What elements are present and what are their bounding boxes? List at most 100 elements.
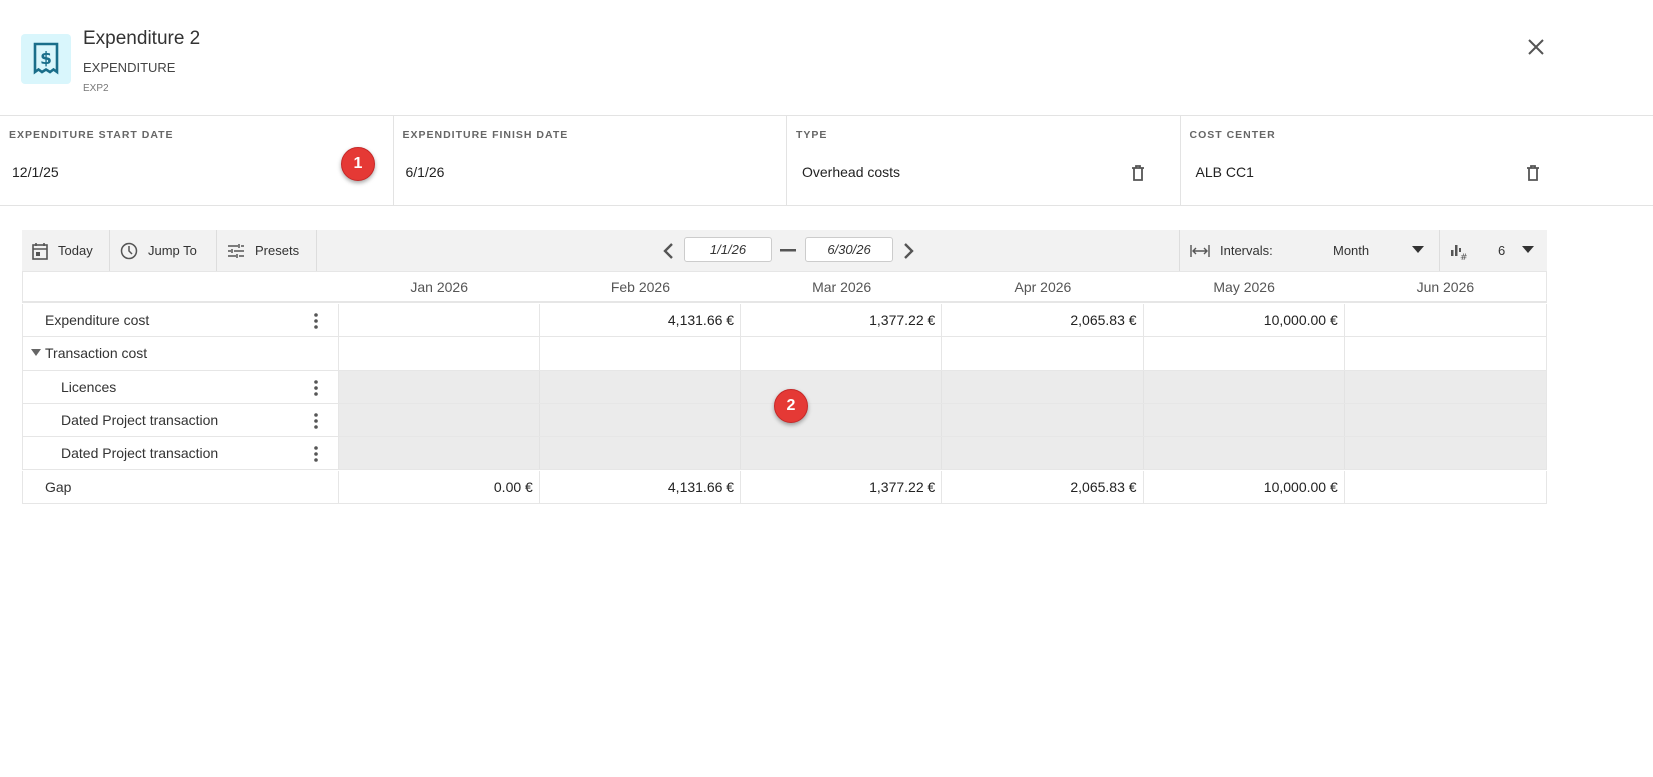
value-cell[interactable] — [339, 304, 540, 337]
value-cell[interactable] — [741, 337, 943, 370]
jump-to-button[interactable]: Jump To — [110, 230, 217, 271]
value-cell[interactable] — [338, 437, 540, 470]
page-title: Expenditure 2 — [83, 28, 201, 49]
field-value[interactable]: 6/1/26 — [405, 164, 445, 180]
intervals-select[interactable]: Intervals: Month — [1179, 230, 1440, 271]
row-label-cell: Licences — [23, 370, 339, 403]
header-spacer — [23, 272, 339, 301]
value-cell[interactable] — [1143, 403, 1345, 437]
row-label: Gap — [45, 478, 72, 495]
field-value[interactable]: Overhead costs — [802, 164, 901, 180]
value-cell[interactable] — [1144, 337, 1345, 370]
row-label: Transaction cost — [45, 345, 148, 362]
cost-center-field[interactable]: COST CENTER ALB CC1 — [1181, 116, 1653, 205]
today-label: Today — [58, 243, 93, 258]
row-label: Expenditure cost — [45, 312, 150, 329]
table-row: Expenditure cost 4,131.66 €1,377.22 €2,06… — [22, 304, 1547, 338]
field-value[interactable]: ALB CC1 — [1195, 164, 1254, 180]
more-options-icon[interactable] — [313, 379, 318, 396]
interval-width-icon — [1190, 244, 1210, 257]
table-row: Dated Project transaction — [22, 403, 1547, 438]
annotation-badge: 2 — [774, 389, 808, 423]
value-cell[interactable]: 2,065.83 € — [942, 470, 1144, 503]
start-date-field[interactable]: EXPENDITURE START DATE 12/1/25 — [0, 116, 394, 205]
value-cell[interactable] — [942, 437, 1144, 470]
value-cell[interactable] — [338, 403, 540, 437]
value-cell[interactable]: 4,131.66 € — [540, 470, 742, 503]
value-cell[interactable] — [338, 370, 540, 403]
month-header: Apr 2026 — [1014, 278, 1072, 295]
month-header: Feb 2026 — [610, 278, 671, 295]
field-label: EXPENDITURE FINISH DATE — [402, 129, 569, 141]
row-label-cell: Dated Project transaction — [23, 437, 339, 470]
value-cell[interactable] — [1143, 370, 1345, 403]
value-cell[interactable]: 1,377.22 € — [741, 304, 943, 337]
value-cell[interactable] — [1143, 437, 1345, 470]
jump-to-label: Jump To — [148, 243, 197, 258]
caret-down-icon[interactable] — [31, 349, 41, 357]
value-cell[interactable]: 1,377.22 € — [741, 470, 943, 503]
more-options-icon[interactable] — [313, 446, 318, 462]
today-button[interactable]: Today — [22, 230, 110, 271]
field-label: TYPE — [796, 129, 828, 141]
value-cell[interactable] — [1344, 370, 1547, 403]
svg-text:#: # — [1460, 253, 1468, 260]
caret-down-icon — [1412, 246, 1424, 253]
column-count-icon: # — [1451, 244, 1468, 260]
value-cell[interactable] — [539, 403, 742, 437]
header: $ Expenditure 2 EXPENDITURE EXP2 — [0, 0, 1653, 116]
value-cell[interactable]: 2,065.83 € — [942, 304, 1144, 337]
row-label-cell[interactable]: Transaction cost — [23, 337, 339, 370]
value-cell[interactable] — [1345, 337, 1546, 369]
value-cell[interactable] — [339, 337, 540, 370]
receipt-dollar-icon: $ — [21, 34, 71, 84]
value-cell[interactable] — [1345, 471, 1546, 503]
value-cell[interactable] — [942, 337, 1144, 370]
trash-icon[interactable] — [1525, 164, 1541, 182]
value-cell[interactable]: 10,000.00 € — [1144, 470, 1345, 503]
month-header: Jun 2026 — [1416, 278, 1475, 295]
presets-button[interactable]: Presets — [217, 230, 317, 271]
value-cell[interactable] — [741, 403, 943, 437]
value-cell[interactable] — [741, 437, 943, 470]
value-cell[interactable]: 10,000.00 € — [1144, 304, 1345, 337]
close-icon[interactable] — [1525, 36, 1547, 58]
table-row: Transaction cost — [22, 337, 1547, 371]
presets-label: Presets — [255, 243, 300, 258]
value-cell[interactable] — [539, 370, 742, 403]
svg-text:$: $ — [40, 49, 52, 69]
annotation-badge: 1 — [341, 147, 375, 181]
value-cell[interactable] — [1344, 437, 1547, 470]
value-cell[interactable]: 0.00 € — [339, 470, 540, 503]
value-cell[interactable]: 4,131.66 € — [540, 304, 742, 337]
more-options-icon[interactable] — [313, 313, 318, 329]
fields-row: EXPENDITURE START DATE 12/1/25 EXPENDITU… — [0, 116, 1653, 206]
row-label-cell: Expenditure cost — [23, 304, 339, 337]
chevron-left-icon[interactable] — [662, 242, 674, 260]
type-field[interactable]: TYPE Overhead costs — [787, 116, 1181, 205]
entity-type: EXPENDITURE — [83, 60, 176, 75]
value-cell[interactable] — [741, 370, 943, 403]
value-cell[interactable] — [1345, 304, 1546, 336]
calendar-icon — [32, 242, 48, 260]
value-cell[interactable] — [942, 370, 1144, 403]
more-options-icon[interactable] — [313, 413, 318, 429]
table-row: Gap 0.00 €4,131.66 €1,377.22 €2,065.83 €1… — [22, 470, 1547, 504]
caret-down-icon — [1522, 246, 1534, 253]
value-cell[interactable] — [540, 337, 742, 370]
range-dash — [780, 249, 796, 252]
month-header: Jan 2026 — [410, 278, 468, 295]
range-start-input[interactable]: 1/1/26 — [684, 237, 772, 262]
value-cell[interactable] — [539, 437, 742, 470]
trash-icon[interactable] — [1130, 164, 1146, 182]
range-end-input[interactable]: 6/30/26 — [805, 237, 893, 262]
finish-date-field[interactable]: EXPENDITURE FINISH DATE 6/1/26 — [394, 116, 787, 205]
value-cell[interactable] — [942, 403, 1144, 437]
field-value[interactable]: 12/1/25 — [12, 164, 59, 180]
row-label: Licences — [61, 378, 117, 395]
chevron-right-icon[interactable] — [903, 242, 915, 260]
field-label: COST CENTER — [1189, 129, 1276, 141]
row-label-cell: Dated Project transaction — [23, 403, 339, 437]
count-select[interactable]: # 6 — [1440, 230, 1547, 271]
value-cell[interactable] — [1344, 403, 1547, 437]
